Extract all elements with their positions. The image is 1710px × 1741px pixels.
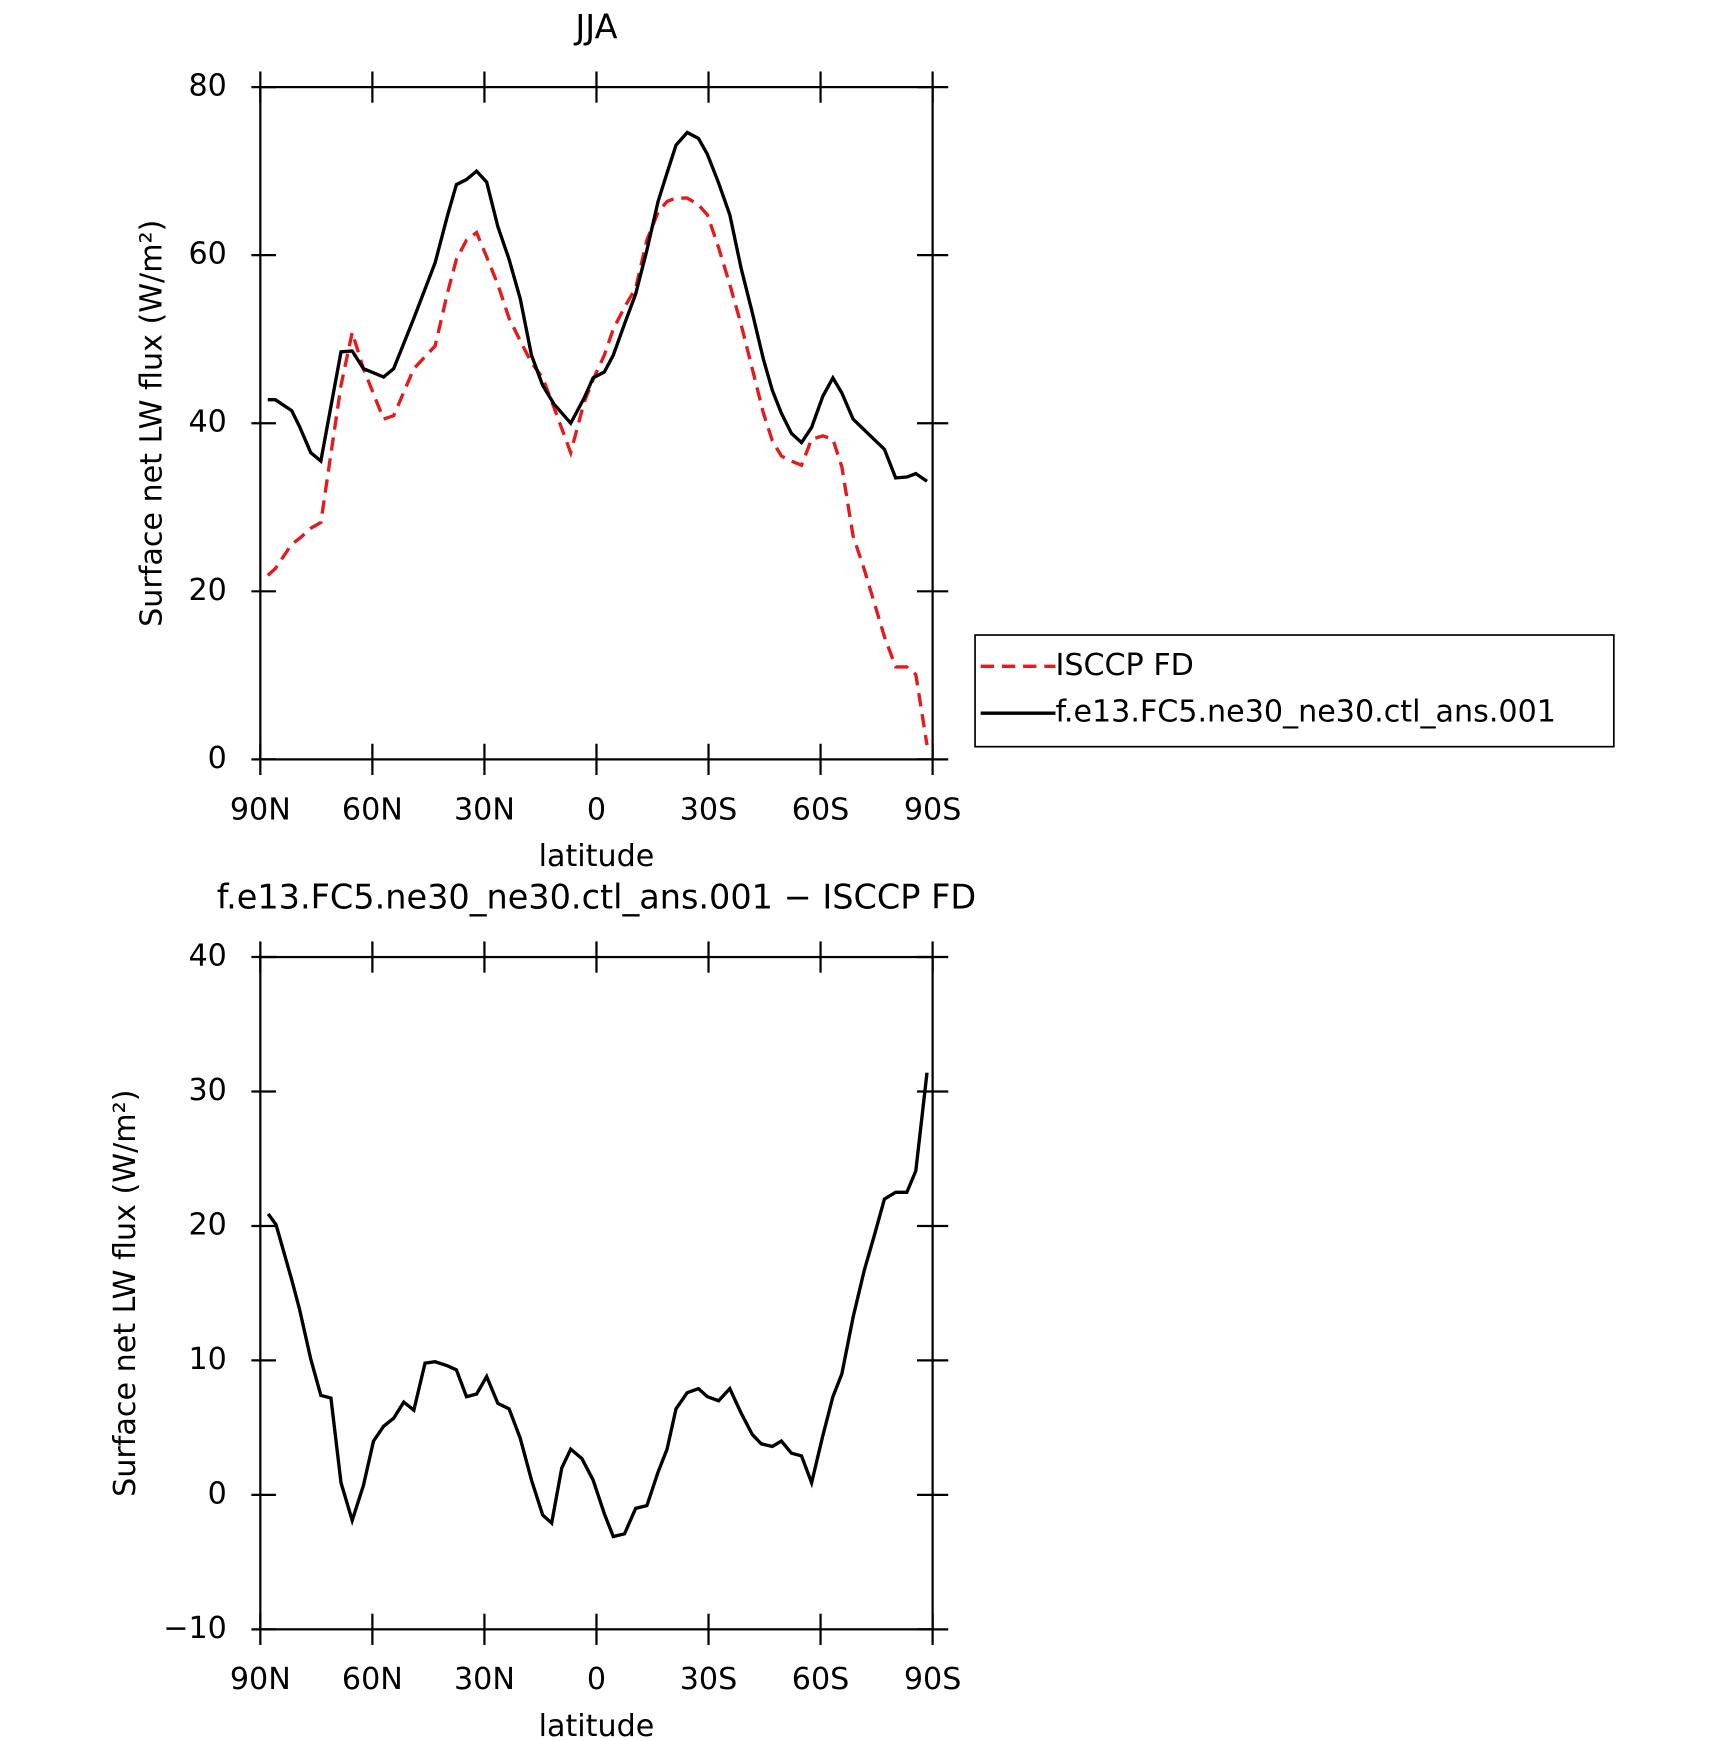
data-line — [266, 1072, 929, 1539]
x-tick-label: 60S — [792, 792, 850, 827]
y-tick-label: 40 — [188, 405, 226, 440]
data-line — [267, 130, 928, 483]
x-axis-label: latitude — [539, 839, 655, 874]
x-tick-label: 30N — [454, 1662, 515, 1697]
x-tick-label: 90S — [904, 792, 961, 827]
y-axis-label: Surface net LW flux (W/m²) — [108, 1090, 143, 1497]
x-tick-label: 60N — [342, 1662, 403, 1697]
x-tick-label: 60N — [342, 792, 403, 827]
y-tick-label: 10 — [188, 1342, 226, 1377]
y-tick-label: 20 — [188, 573, 226, 608]
y-tick-label: 0 — [208, 1476, 227, 1511]
x-tick-label: 0 — [587, 1662, 606, 1697]
y-tick-label: 60 — [188, 237, 226, 272]
x-tick-label: 30N — [454, 792, 515, 827]
x-tick-label: 90N — [230, 792, 291, 827]
x-axis-label: latitude — [539, 1709, 655, 1741]
plot-frame — [259, 85, 934, 761]
y-axis-label: Surface net LW flux (W/m²) — [135, 220, 170, 627]
y-tick-label: 80 — [188, 69, 226, 104]
x-tick-label: 0 — [587, 792, 606, 827]
x-tick-label: 30S — [680, 792, 738, 827]
legend-box — [974, 634, 1615, 748]
data-line — [266, 196, 929, 746]
y-tick-label: 20 — [188, 1207, 226, 1242]
y-tick-label: 30 — [188, 1073, 226, 1108]
x-tick-label: 90N — [230, 1662, 291, 1697]
chart-title: f.e13.FC5.ne30_ne30.ctl_ans.001 − ISCCP … — [217, 877, 976, 916]
x-tick-label: 30S — [680, 1662, 738, 1697]
chart-title: JJA — [573, 8, 617, 47]
plot-frame — [259, 955, 934, 1631]
x-tick-label: 60S — [792, 1662, 850, 1697]
legend-label: ISCCP FD — [1055, 648, 1193, 683]
legend-label: f.e13.FC5.ne30_ne30.ctl_ans.001 — [1055, 695, 1555, 730]
y-tick-label: 40 — [188, 939, 226, 974]
y-tick-label: 0 — [208, 741, 227, 776]
x-tick-label: 90S — [904, 1662, 961, 1697]
y-tick-label: −10 — [163, 1611, 227, 1646]
